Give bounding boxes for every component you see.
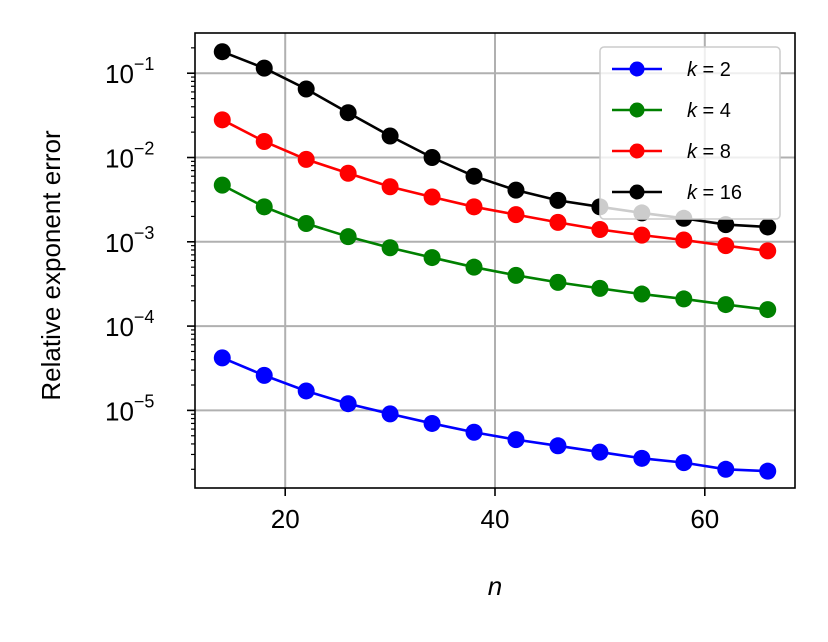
data-point — [759, 462, 777, 480]
data-point — [675, 290, 693, 308]
legend-label: k = 4 — [687, 100, 731, 122]
series-k-8 — [213, 111, 777, 260]
data-point — [507, 266, 525, 284]
data-point — [255, 59, 273, 77]
data-point — [255, 366, 273, 384]
ticks — [187, 47, 706, 496]
data-point — [213, 176, 231, 194]
legend-item: k = 8 — [612, 141, 731, 163]
data-point — [465, 198, 483, 216]
data-point — [549, 273, 567, 291]
data-point — [339, 164, 357, 182]
legend-marker — [629, 184, 645, 200]
data-point — [507, 181, 525, 199]
data-point — [633, 285, 651, 303]
data-point — [213, 111, 231, 129]
data-point — [297, 80, 315, 98]
legend-label: k = 2 — [687, 59, 731, 81]
series-k-2 — [213, 349, 777, 480]
data-point — [759, 218, 777, 236]
legend-marker — [629, 61, 645, 77]
y-tick-label: 10−4 — [105, 307, 154, 342]
data-point — [549, 191, 567, 209]
y-tick-label: 10−2 — [105, 139, 154, 174]
y-axis-label: Relative exponent error — [36, 130, 66, 401]
data-point — [717, 216, 735, 234]
data-point — [297, 214, 315, 232]
data-point — [213, 43, 231, 61]
data-point — [675, 231, 693, 249]
legend-label: k = 8 — [687, 141, 731, 163]
data-point — [423, 249, 441, 267]
legend-item: k = 4 — [612, 100, 731, 122]
data-point — [675, 454, 693, 472]
x-axis-label: n — [488, 571, 502, 601]
data-point — [507, 431, 525, 449]
data-point — [213, 349, 231, 367]
y-tick-label: 10−3 — [105, 223, 154, 258]
data-point — [381, 239, 399, 257]
data-point — [255, 132, 273, 150]
legend-marker — [629, 102, 645, 118]
tick-labels: 20 40 60 10−1 10−2 10−3 10−4 10−5 — [105, 54, 719, 534]
data-point — [423, 414, 441, 432]
y-tick-label: 10−5 — [105, 391, 154, 426]
legend: k = 2 k = 4 k = 8 k = 16 — [599, 46, 781, 220]
data-point — [717, 460, 735, 478]
data-point — [633, 449, 651, 467]
legend-item: k = 2 — [612, 59, 731, 81]
data-point — [591, 443, 609, 461]
data-point — [297, 150, 315, 168]
legend-label: k = 16 — [687, 182, 742, 204]
data-point — [549, 213, 567, 231]
x-tick-label: 20 — [271, 504, 300, 534]
data-point — [339, 395, 357, 413]
data-point — [465, 423, 483, 441]
data-point — [339, 104, 357, 122]
series-k-4 — [213, 176, 777, 319]
data-point — [423, 149, 441, 167]
y-tick-label: 10−1 — [105, 54, 154, 89]
data-point — [381, 127, 399, 145]
data-point — [633, 226, 651, 244]
data-point — [339, 228, 357, 246]
data-point — [507, 206, 525, 224]
series-layer — [213, 43, 777, 480]
data-point — [759, 301, 777, 319]
x-tick-label: 60 — [690, 504, 719, 534]
data-point — [381, 178, 399, 196]
data-point — [381, 405, 399, 423]
data-point — [717, 296, 735, 314]
data-point — [297, 382, 315, 400]
data-point — [465, 167, 483, 185]
data-point — [549, 437, 567, 455]
x-tick-label: 40 — [481, 504, 510, 534]
data-point — [255, 198, 273, 216]
data-point — [591, 220, 609, 238]
legend-item: k = 16 — [612, 182, 742, 204]
data-point — [465, 258, 483, 276]
data-point — [759, 242, 777, 260]
legend-box — [599, 46, 781, 220]
data-point — [591, 279, 609, 297]
data-point — [423, 188, 441, 206]
data-point — [717, 237, 735, 255]
legend-marker — [629, 143, 645, 159]
